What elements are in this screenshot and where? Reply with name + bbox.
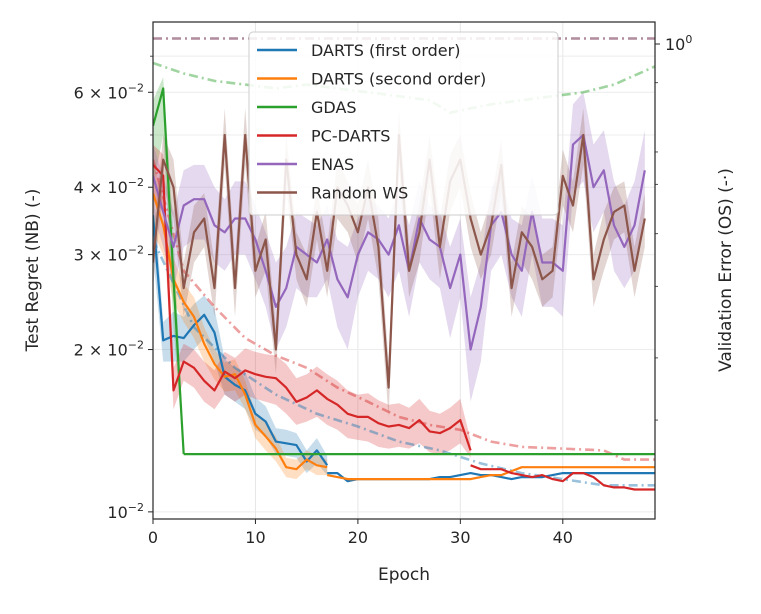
y2-axis-label: Validation Error (OS) (-·) [716, 168, 736, 372]
series-tail-darts-second-order [326, 466, 655, 481]
legend-box [248, 31, 559, 216]
x-tick-label: 0 [148, 528, 158, 547]
x-tick-label: 20 [348, 528, 368, 547]
validation-line-darts-first-order [153, 238, 655, 487]
series-line-gdas [153, 87, 185, 455]
legend: DARTS (first order) DARTS (second order) G… [248, 31, 559, 216]
y-tick-label: 3 × 10−2 [74, 244, 144, 265]
series-line-darts-first-order [153, 215, 329, 466]
y-tick-label: 4 × 10−2 [74, 176, 144, 197]
legend-label-gdas: GDAS [311, 98, 357, 117]
series-tail-pc-darts [470, 464, 655, 491]
y-axis-ticks: 10−2 2 × 10−2 3 × 10−2 4 × 10−2 6 × 10−2 [74, 55, 153, 522]
axes-frame [152, 21, 656, 520]
y-tick-label: 2 × 10−2 [74, 339, 144, 360]
legend-label-darts-second-order: DARTS (second order) [311, 70, 486, 89]
series-line-pc-darts [153, 164, 472, 451]
plot-area [153, 37, 655, 491]
band-darts-first-order [153, 181, 328, 476]
x-tick-label: 30 [450, 528, 470, 547]
axes-border [152, 21, 656, 520]
y2-tick-label: 100 [665, 33, 692, 54]
y-tick-label: 6 × 10−2 [74, 81, 144, 102]
y-axis-label: Test Regret (NB) (-) [23, 189, 43, 353]
band-darts-second-order [153, 159, 328, 480]
x-tick-label: 10 [245, 528, 265, 547]
x-axis-ticks: 0 10 20 30 40 [148, 519, 573, 547]
y2-axis-ticks: 100 [655, 33, 692, 421]
legend-label-pc-darts: PC-DARTS [311, 127, 390, 146]
x-tick-label: 40 [553, 528, 573, 547]
legend-label-random-ws: Random WS [311, 184, 408, 203]
band-enas [153, 92, 645, 402]
x-axis-label: Epoch [378, 565, 430, 585]
legend-label-darts-first-order: DARTS (first order) [311, 41, 460, 60]
legend-label-enas: ENAS [311, 155, 354, 174]
validation-line-pc-darts [153, 159, 655, 461]
band-pc-darts [153, 144, 471, 458]
y-tick-label: 10−2 [107, 501, 144, 522]
series-line-darts-second-order [153, 192, 328, 471]
series-line-enas [153, 133, 646, 351]
